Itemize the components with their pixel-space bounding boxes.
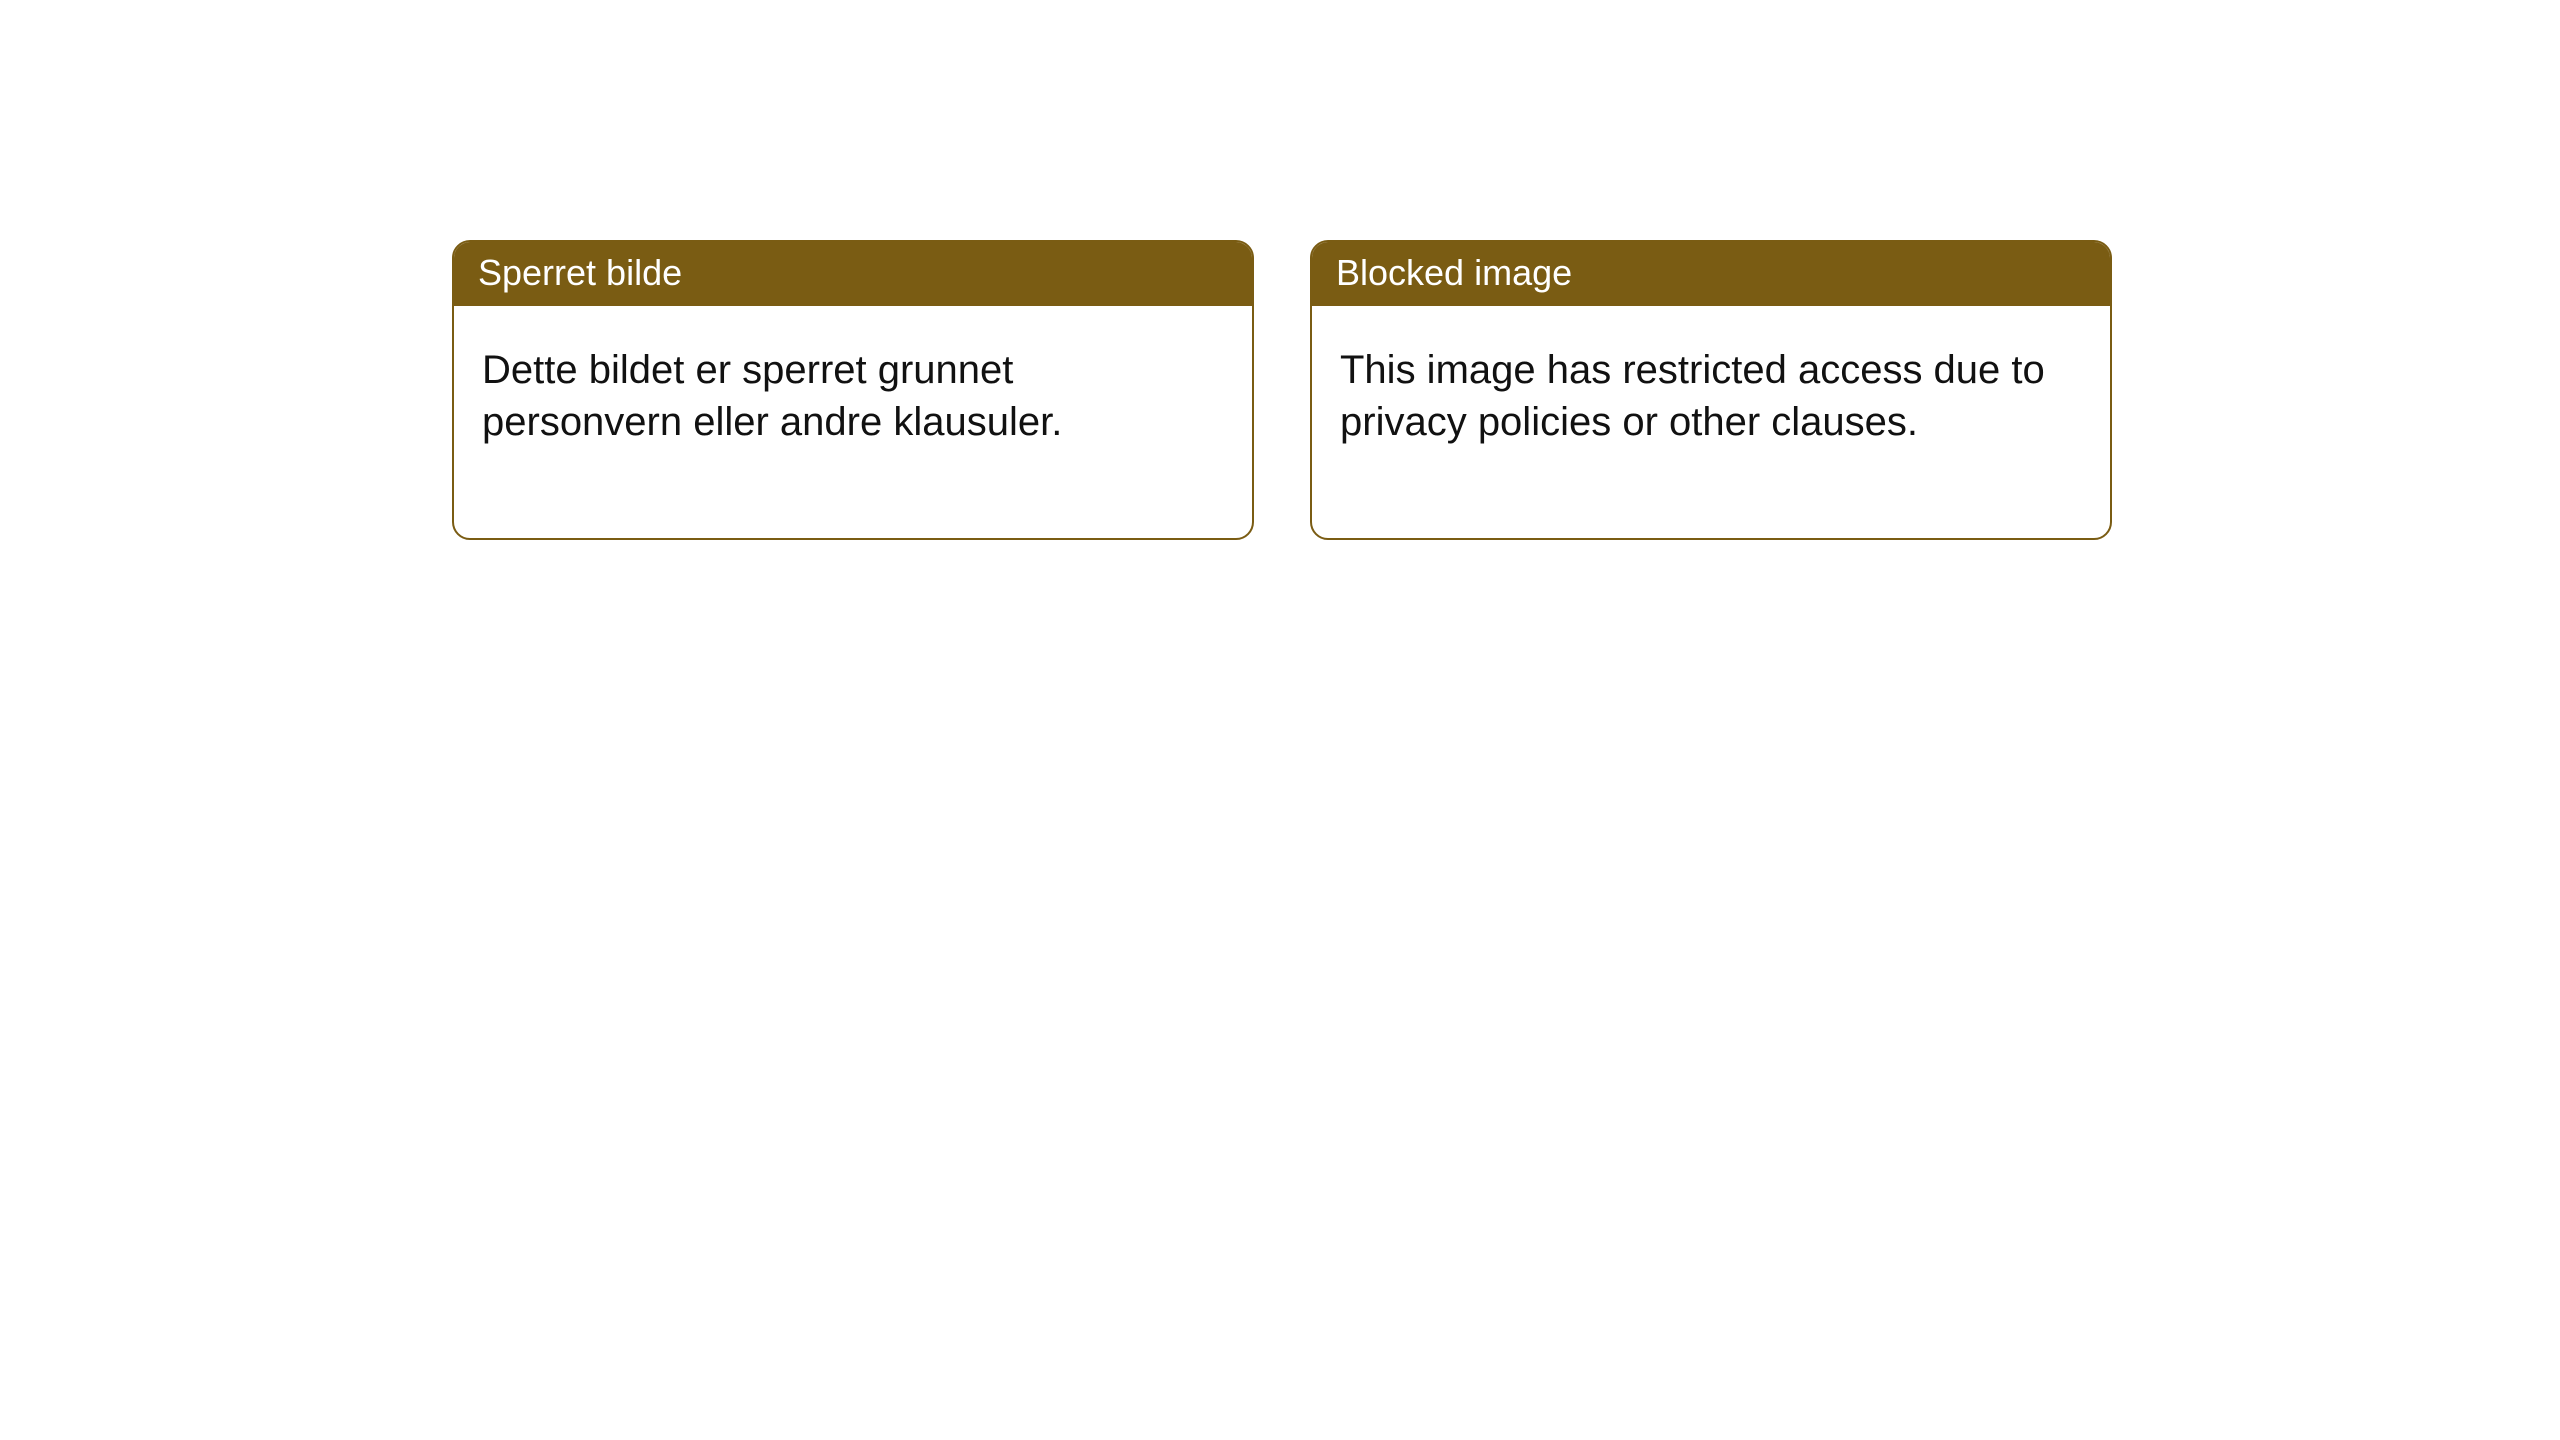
card-body-text: Dette bildet er sperret grunnet personve… — [482, 348, 1062, 444]
card-body-text: This image has restricted access due to … — [1340, 348, 2045, 444]
card-title: Blocked image — [1336, 252, 1572, 293]
card-body: Dette bildet er sperret grunnet personve… — [454, 306, 1252, 538]
notice-cards-container: Sperret bilde Dette bildet er sperret gr… — [452, 240, 2112, 540]
card-header: Blocked image — [1312, 242, 2110, 306]
notice-card-en: Blocked image This image has restricted … — [1310, 240, 2112, 540]
notice-card-no: Sperret bilde Dette bildet er sperret gr… — [452, 240, 1254, 540]
card-header: Sperret bilde — [454, 242, 1252, 306]
card-title: Sperret bilde — [478, 252, 682, 293]
card-body: This image has restricted access due to … — [1312, 306, 2110, 538]
